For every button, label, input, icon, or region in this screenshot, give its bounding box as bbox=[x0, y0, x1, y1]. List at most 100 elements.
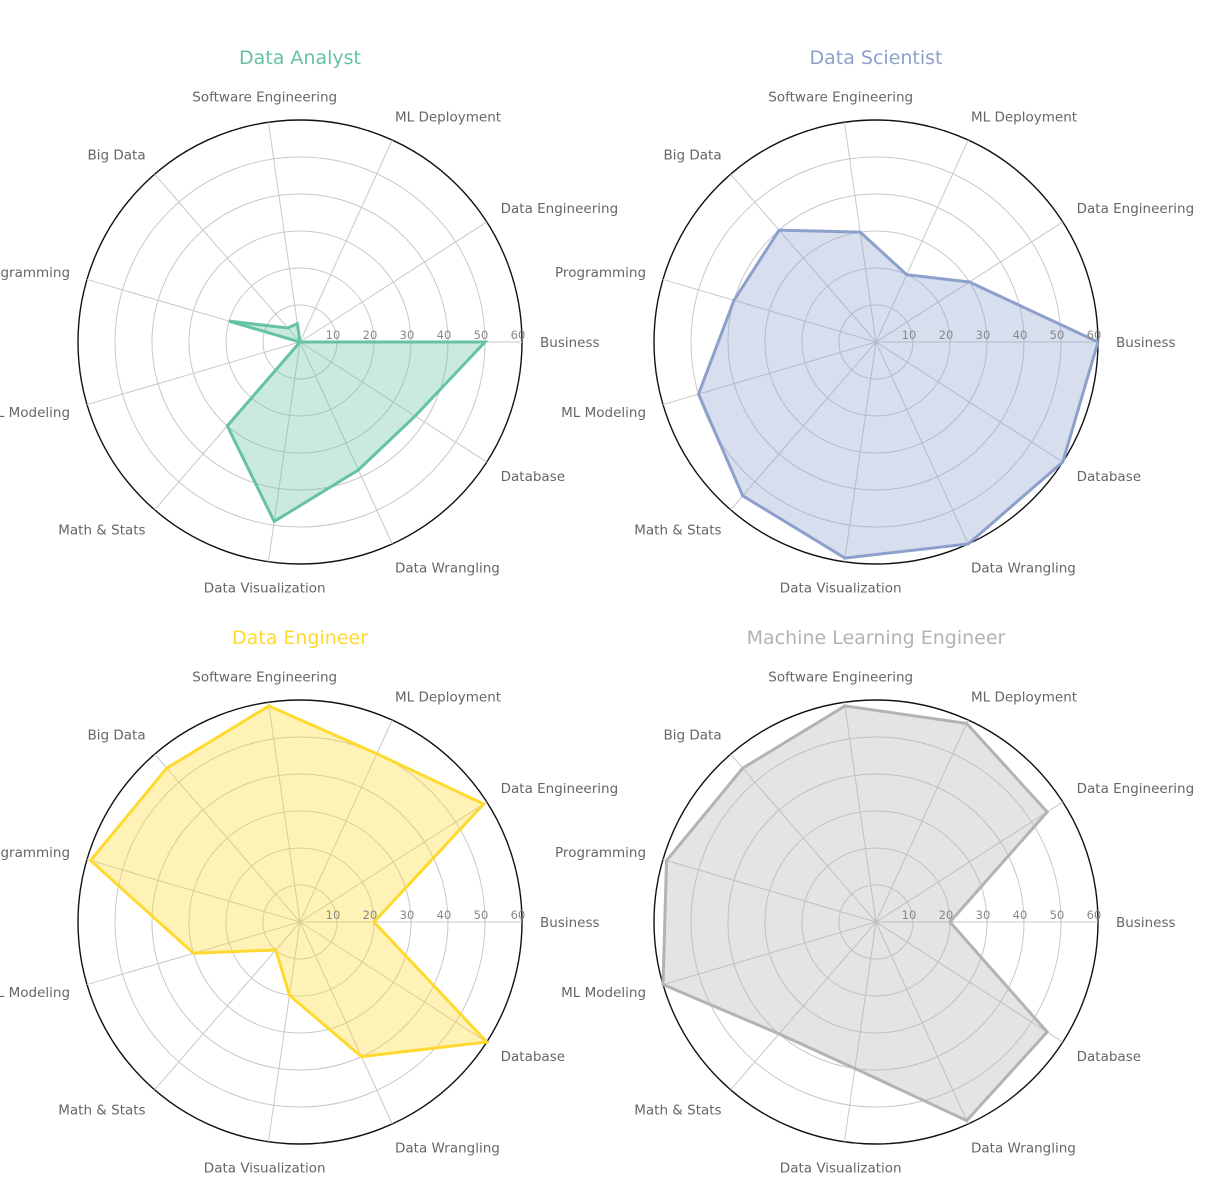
spoke-big-data bbox=[154, 173, 301, 343]
spoke-data-visualization bbox=[843, 921, 877, 1142]
tick-label-40: 40 bbox=[437, 328, 452, 342]
axis-label-programming: Programming bbox=[0, 265, 70, 281]
axis-label-ml-deployment: ML Deployment bbox=[395, 109, 501, 125]
series-area-data-engineer bbox=[88, 704, 490, 1059]
tick-label-50: 50 bbox=[474, 328, 489, 342]
series-area-machine-learning-engineer bbox=[661, 704, 1050, 1123]
chart-title: Machine Learning Engineer bbox=[747, 627, 1006, 649]
axis-label-database: Database bbox=[501, 1049, 565, 1065]
tick-label-10: 10 bbox=[902, 328, 917, 342]
tick-label-60: 60 bbox=[1087, 908, 1102, 922]
axis-label-big-data: Big Data bbox=[663, 728, 721, 744]
axis-label-ml-deployment: ML Deployment bbox=[395, 689, 501, 705]
tick-label-30: 30 bbox=[976, 328, 991, 342]
tick-label-10: 10 bbox=[326, 908, 341, 922]
axis-label-database: Database bbox=[1077, 469, 1141, 485]
radar-panel-data-scientist: 10 20 30 40 50 60 Business Data Engineering ML D… bbox=[555, 47, 1194, 596]
axis-label-software-engineering: Software Engineering bbox=[768, 90, 913, 106]
axis-label-math-and-stats: Math & Stats bbox=[634, 1102, 721, 1118]
radar-panel-data-analyst: 10 20 30 40 50 60 Business Data Engineering ML D… bbox=[0, 47, 618, 596]
axis-label-math-and-stats: Math & Stats bbox=[58, 1102, 145, 1118]
spoke-programming bbox=[662, 858, 877, 923]
axis-label-business: Business bbox=[1116, 335, 1176, 351]
spoke-ml-modeling bbox=[662, 921, 877, 986]
axis-label-data-visualization: Data Visualization bbox=[780, 580, 902, 596]
tick-label-50: 50 bbox=[1050, 328, 1065, 342]
axis-label-business: Business bbox=[1116, 915, 1176, 931]
axis-label-data-engineering: Data Engineering bbox=[1077, 201, 1195, 217]
axis-label-data-wrangling: Data Wrangling bbox=[395, 1141, 500, 1157]
axis-label-business: Business bbox=[540, 335, 600, 351]
spoke-ml-deployment bbox=[299, 139, 393, 343]
tick-label-30: 30 bbox=[976, 908, 991, 922]
spoke-data-engineering bbox=[299, 221, 488, 343]
tick-label-40: 40 bbox=[1013, 908, 1028, 922]
axis-label-database: Database bbox=[501, 469, 565, 485]
axis-label-ml-modeling: ML Modeling bbox=[0, 405, 70, 421]
series-area-data-analyst bbox=[225, 319, 489, 524]
spoke-software-engineering bbox=[267, 122, 301, 343]
chart-title: Data Scientist bbox=[810, 47, 943, 69]
axis-label-big-data: Big Data bbox=[663, 148, 721, 164]
spoke-database bbox=[875, 921, 1064, 1043]
chart-title: Data Analyst bbox=[239, 47, 361, 69]
axis-label-ml-modeling: ML Modeling bbox=[561, 405, 646, 421]
axis-label-data-engineering: Data Engineering bbox=[1077, 781, 1195, 797]
spoke-big-data bbox=[730, 173, 877, 343]
spoke-data-wrangling bbox=[875, 341, 969, 545]
tick-label-30: 30 bbox=[400, 908, 415, 922]
axis-label-data-engineering: Data Engineering bbox=[501, 201, 619, 217]
axis-label-data-visualization: Data Visualization bbox=[204, 1160, 326, 1176]
axis-label-data-visualization: Data Visualization bbox=[204, 580, 326, 596]
chart-title: Data Engineer bbox=[232, 627, 368, 649]
spoke-data-wrangling bbox=[875, 921, 969, 1125]
axis-label-ml-modeling: ML Modeling bbox=[561, 985, 646, 1001]
spoke-data-visualization bbox=[267, 341, 301, 562]
tick-label-60: 60 bbox=[511, 328, 526, 342]
axis-label-big-data: Big Data bbox=[87, 148, 145, 164]
axis-label-programming: Programming bbox=[0, 845, 70, 861]
axis-label-data-visualization: Data Visualization bbox=[780, 1160, 902, 1176]
tick-label-20: 20 bbox=[363, 328, 378, 342]
axis-label-business: Business bbox=[540, 915, 600, 931]
tick-label-50: 50 bbox=[474, 908, 489, 922]
series-area-data-scientist bbox=[696, 228, 1100, 560]
axis-label-software-engineering: Software Engineering bbox=[192, 90, 337, 106]
radar-panel-machine-learning-engineer: 10 20 30 40 50 60 Business Data Engineering ML D… bbox=[555, 627, 1194, 1176]
spoke-big-data bbox=[730, 753, 877, 923]
radar-panel-data-engineer: 10 20 30 40 50 60 Business Data Engineering ML D… bbox=[0, 627, 618, 1176]
axis-label-database: Database bbox=[1077, 1049, 1141, 1065]
axis-label-ml-deployment: ML Deployment bbox=[971, 689, 1077, 705]
axis-label-data-wrangling: Data Wrangling bbox=[395, 561, 500, 577]
spoke-data-engineering bbox=[299, 801, 488, 923]
spoke-ml-modeling bbox=[86, 341, 301, 406]
tick-label-60: 60 bbox=[511, 908, 526, 922]
spoke-data-visualization bbox=[843, 341, 877, 562]
spoke-math-and-stats bbox=[730, 921, 877, 1091]
tick-label-10: 10 bbox=[326, 328, 341, 342]
axis-label-data-engineering: Data Engineering bbox=[501, 781, 619, 797]
tick-label-30: 30 bbox=[400, 328, 415, 342]
spoke-software-engineering bbox=[267, 702, 301, 923]
axis-label-programming: Programming bbox=[555, 845, 646, 861]
axis-label-big-data: Big Data bbox=[87, 728, 145, 744]
axis-label-data-wrangling: Data Wrangling bbox=[971, 1141, 1076, 1157]
spoke-database bbox=[875, 341, 1064, 463]
spoke-database bbox=[299, 341, 488, 463]
spoke-data-visualization bbox=[267, 921, 301, 1142]
spoke-programming bbox=[86, 858, 301, 923]
spoke-ml-deployment bbox=[875, 139, 969, 343]
axis-label-math-and-stats: Math & Stats bbox=[58, 522, 145, 538]
tick-label-60: 60 bbox=[1087, 328, 1102, 342]
spoke-data-wrangling bbox=[299, 341, 393, 545]
spoke-programming bbox=[662, 278, 877, 343]
axis-label-software-engineering: Software Engineering bbox=[768, 670, 913, 686]
tick-label-40: 40 bbox=[437, 908, 452, 922]
spoke-data-wrangling bbox=[299, 921, 393, 1125]
axis-label-data-wrangling: Data Wrangling bbox=[971, 561, 1076, 577]
spoke-math-and-stats bbox=[730, 341, 877, 511]
axis-label-ml-deployment: ML Deployment bbox=[971, 109, 1077, 125]
tick-label-10: 10 bbox=[902, 908, 917, 922]
spoke-ml-deployment bbox=[875, 719, 969, 923]
